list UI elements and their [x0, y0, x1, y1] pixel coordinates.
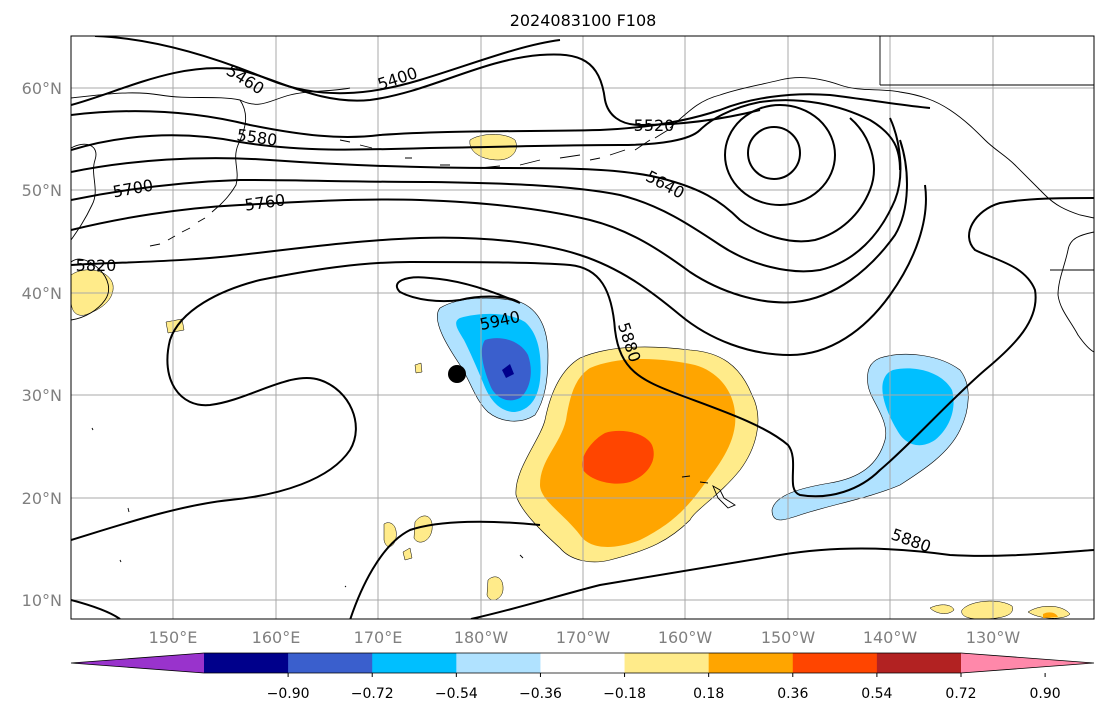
- colorbar-tick-label: 0.72: [945, 686, 976, 702]
- alaska-coast: [669, 77, 1094, 219]
- colorbar-extend-low: [71, 653, 204, 673]
- hawaii-islands: [681, 475, 736, 509]
- contour-label: 5760: [243, 190, 286, 214]
- colorbar-segment: [876, 653, 962, 673]
- contour-label: 5700: [111, 176, 154, 202]
- contour-label: 5640: [643, 167, 688, 203]
- north-america-west-coast: [1057, 231, 1094, 353]
- colorbar-segment: [372, 653, 457, 673]
- colorbar-tick-label: −0.18: [603, 686, 646, 702]
- lat-label: 60°N: [22, 79, 62, 98]
- typhoon-center-dot: [448, 365, 466, 383]
- colorbar-segment: [540, 653, 626, 673]
- contour-5700: [71, 117, 902, 273]
- colorbar-tick-label: −0.36: [519, 686, 562, 702]
- lon-label: 130°W: [966, 628, 1021, 647]
- contour-label: 5820: [76, 256, 117, 275]
- colorbar-outline: [70, 652, 1095, 674]
- contour-5400-5460-top: [94, 36, 561, 95]
- contour-5460: [71, 53, 761, 127]
- alaska-interior-border: [879, 36, 1094, 86]
- colorbar-tick-label: 0.54: [861, 686, 892, 702]
- latitude-labels: 60°N 50°N 40°N 30°N 20°N 10°N: [22, 79, 62, 610]
- contour-5880-south: [470, 547, 1094, 619]
- contour-label: 5460: [223, 61, 268, 99]
- lat-label: 50°N: [22, 181, 62, 200]
- lon-label: 140°W: [863, 628, 918, 647]
- lat-label: 20°N: [22, 489, 62, 508]
- lon-label: 150°E: [149, 628, 198, 647]
- small-positive-patch-5: [402, 547, 413, 561]
- small-positive-patch-3: [413, 515, 433, 543]
- colorbar-segment: [792, 653, 878, 673]
- se-positive-patch-1: [929, 604, 955, 614]
- navy-anomaly-core: [502, 364, 514, 378]
- small-pacific-islands: [91, 427, 524, 588]
- colorbar-extend-high: [961, 653, 1094, 673]
- map-frame: [70, 35, 1095, 620]
- contour-label: 5400: [375, 63, 420, 94]
- colorbar-segment: [288, 653, 373, 673]
- colorbar-tick-label: 0.18: [693, 686, 724, 702]
- se-orange-patch: [1043, 612, 1058, 618]
- kuril-islands: [149, 204, 221, 247]
- colorbar-tick-label: 0.90: [1030, 686, 1061, 702]
- siberia-coast: [71, 87, 351, 105]
- red-anomaly-blob: [581, 430, 654, 484]
- lon-label: 160°E: [252, 628, 301, 647]
- lon-label: 170°W: [556, 628, 611, 647]
- colorbar-segment: [456, 653, 541, 673]
- map-area: 5460 5400 5520 5580 5640 5700 5760 5820 …: [71, 36, 1094, 619]
- colorbar-tick-labels: −0.90 −0.72 −0.54 −0.36 −0.18 0.18 0.36 0.54 0.7…: [267, 673, 1061, 702]
- se-positive-patch-3: [1027, 606, 1071, 619]
- closed-low-contour-inner: [747, 126, 801, 180]
- colorbar-tick-label: −0.72: [351, 686, 394, 702]
- closed-low-contour-outer: [724, 104, 836, 206]
- contour-5640: [71, 117, 875, 243]
- contour-5520: [71, 93, 931, 138]
- small-positive-patch-4: [486, 576, 504, 601]
- colorbar-segment: [708, 653, 794, 673]
- colorbar-tick-label: −0.54: [435, 686, 478, 702]
- longitude-labels: 150°E 160°E 170°E 180°W 170°W 160°W 150°…: [149, 628, 1021, 647]
- contour-5760: [71, 139, 908, 304]
- ne-sky-blue-anomaly-blob: [882, 368, 954, 446]
- lat-label: 30°N: [22, 386, 62, 405]
- japan-coast: [71, 258, 110, 321]
- map-title: 2024083100 F108: [510, 11, 657, 30]
- contour-5580: [71, 99, 901, 171]
- se-positive-patch-2: [961, 600, 1013, 619]
- lat-label: 40°N: [22, 284, 62, 303]
- height-contours: [71, 36, 1094, 619]
- colorbar-segment: [204, 653, 289, 673]
- lat-label: 10°N: [22, 591, 62, 610]
- lon-label: 180°W: [454, 628, 509, 647]
- small-positive-patch-2: [383, 522, 397, 547]
- kamchatka-peninsula-coast: [219, 99, 247, 206]
- small-positive-patch-6: [414, 362, 423, 374]
- contour-5820: [71, 184, 927, 357]
- map-gridlines: [71, 36, 1094, 619]
- lon-label: 160°W: [658, 628, 713, 647]
- lon-label: 170°E: [354, 628, 403, 647]
- lon-label: 150°W: [761, 628, 816, 647]
- colorbar-tick-label: −0.90: [267, 686, 310, 702]
- colorbar: [70, 652, 1095, 674]
- colorbar-segment: [624, 653, 710, 673]
- contour-5880-small: [71, 599, 121, 619]
- contour-label: 5520: [634, 116, 675, 135]
- contour-5940: [395, 276, 521, 304]
- colorbar-tick-label: 0.36: [777, 686, 808, 702]
- contour-5880-main: [71, 197, 1094, 619]
